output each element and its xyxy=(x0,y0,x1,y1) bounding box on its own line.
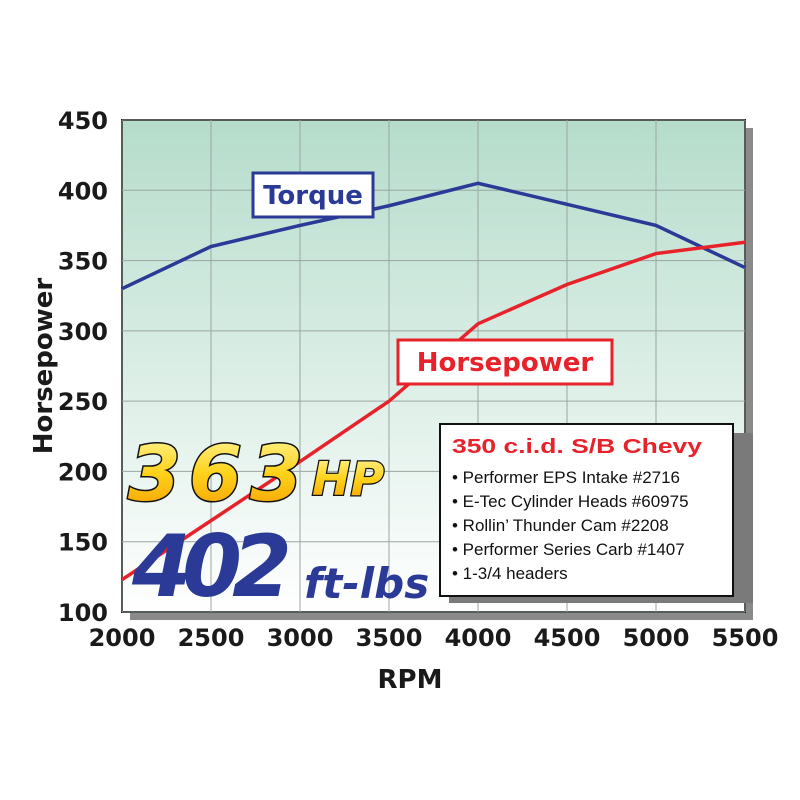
x-tick-label: 2000 xyxy=(89,624,156,652)
spec-item: • E-Tec Cylinder Heads #60975 xyxy=(452,492,689,511)
x-tick-label: 5000 xyxy=(623,624,690,652)
legend-label: Torque xyxy=(263,181,363,211)
x-tick-label: 5500 xyxy=(712,624,779,652)
spec-item: • Rollin’ Thunder Cam #2208 xyxy=(452,516,669,535)
callout: HP xyxy=(312,452,384,506)
x-tick-label: 3000 xyxy=(267,624,334,652)
legend-box xyxy=(251,171,375,219)
legend-box xyxy=(396,338,614,386)
y-tick-label: 450 xyxy=(58,107,108,135)
y-tick-label: 150 xyxy=(58,529,108,557)
spec-title: 350 c.i.d. S/B Chevy xyxy=(452,436,703,458)
y-tick-label: 350 xyxy=(58,248,108,276)
y-tick-label: 300 xyxy=(58,318,108,346)
spec-item: • 1-3/4 headers xyxy=(452,564,568,583)
legend-label: Horsepower xyxy=(417,348,594,378)
y-tick-label: 100 xyxy=(58,599,108,627)
x-tick-label: 2500 xyxy=(178,624,245,652)
spec-item: • Performer EPS Intake #2716 xyxy=(452,468,680,487)
callout: ft-lbs xyxy=(304,559,429,608)
x-tick-label: 3500 xyxy=(356,624,423,652)
callout: 402 xyxy=(131,517,292,617)
y-tick-label: 400 xyxy=(58,177,108,205)
spec-item: • Performer Series Carb #1407 xyxy=(452,540,685,559)
callout: 363 xyxy=(128,429,303,518)
y-tick-label: 200 xyxy=(58,458,108,486)
x-axis-label: RPM xyxy=(378,665,443,695)
y-tick-label: 250 xyxy=(58,388,108,416)
series-line xyxy=(121,181,746,291)
x-tick-label: 4500 xyxy=(534,624,601,652)
y-axis-label: Horsepower xyxy=(29,278,59,455)
x-tick-label: 4000 xyxy=(445,624,512,652)
spec-box xyxy=(439,423,734,597)
